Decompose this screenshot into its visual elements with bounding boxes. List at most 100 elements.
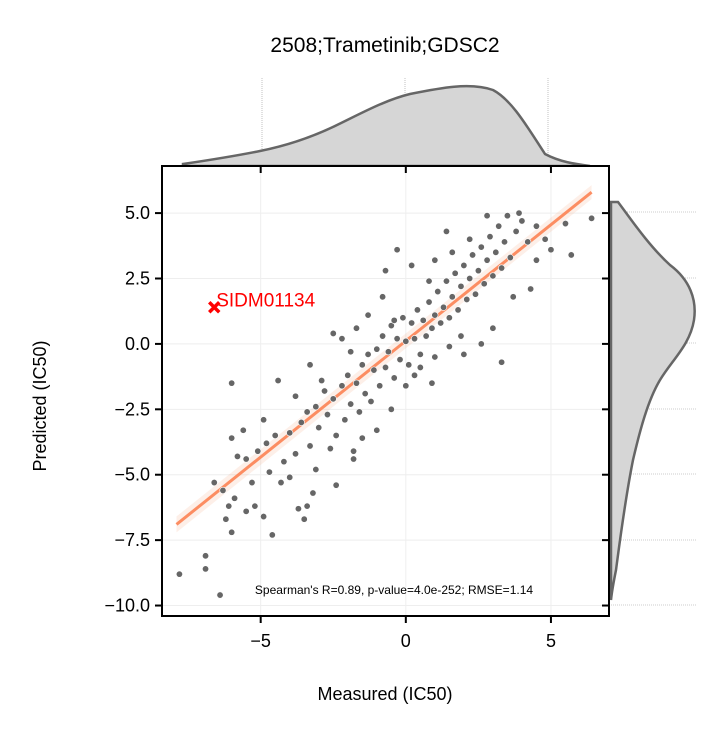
scatter-point — [437, 319, 445, 327]
scatter-point — [381, 267, 389, 275]
scatter-point — [463, 295, 471, 303]
scatter-point — [274, 377, 282, 385]
scatter-point — [506, 254, 514, 262]
scatter-point — [390, 316, 398, 324]
scatter-point — [413, 306, 421, 314]
scatter-point — [486, 233, 494, 241]
scatter-point — [225, 502, 233, 510]
scatter-point — [440, 303, 448, 311]
scatter-point — [332, 431, 340, 439]
scatter-point — [460, 261, 468, 269]
scatter-point — [242, 507, 250, 515]
scatter-point — [303, 408, 311, 416]
scatter-point — [411, 371, 419, 379]
top-marginal-density — [181, 78, 591, 168]
scatter-point — [271, 431, 279, 439]
scatter-point — [338, 382, 346, 390]
plot-border — [161, 165, 610, 617]
y-tick-label: 2.5 — [125, 269, 150, 289]
scatter-point — [416, 350, 424, 358]
scatter-point — [318, 377, 326, 385]
scatter-point — [300, 515, 308, 523]
scatter-point — [277, 479, 285, 487]
scatter-point — [233, 452, 241, 460]
scatter-point — [471, 290, 479, 298]
scatter-point — [454, 306, 462, 314]
scatter-point — [251, 502, 259, 510]
scatter-point — [350, 455, 358, 463]
scatter-point — [448, 248, 456, 256]
scatter-point — [260, 416, 268, 424]
scatter-point — [347, 348, 355, 356]
y-axis-label: Predicted (IC50) — [30, 340, 50, 471]
scatter-point — [254, 447, 262, 455]
scatter-point — [492, 248, 500, 256]
scatter-point — [216, 591, 224, 599]
scatter-point — [495, 222, 503, 230]
scatter-point — [219, 486, 227, 494]
scatter-point — [393, 335, 401, 343]
regression-fit-line — [175, 190, 593, 526]
scatter-point — [390, 374, 398, 382]
scatter-point — [292, 450, 300, 458]
scatter-point — [396, 356, 404, 364]
scatter-point — [434, 288, 442, 296]
scatter-point — [332, 481, 340, 489]
scatter-point — [265, 468, 273, 476]
scatter-point — [469, 251, 477, 259]
y-tick-label: 5.0 — [125, 203, 150, 223]
scatter-point — [202, 565, 210, 573]
scatter-point — [260, 513, 268, 521]
scatter-point — [428, 324, 436, 332]
scatter-point — [381, 363, 389, 371]
scatter-point — [367, 397, 375, 405]
scatter-point — [442, 227, 450, 235]
scatter-point — [431, 353, 439, 361]
scatter-point — [408, 261, 416, 269]
scatter-point — [405, 361, 413, 369]
scatter-point — [228, 379, 236, 387]
scatter-point — [527, 285, 535, 293]
scatter-point — [373, 426, 381, 434]
scatter-point — [393, 246, 401, 254]
scatter-point — [175, 570, 183, 578]
scatter-point — [294, 505, 302, 513]
scatter-point — [431, 256, 439, 264]
axis-ticks: −5 0 5 5.0 2.5 0.0 −2.5 −5.0 −7.5 −10.0 — [104, 166, 609, 651]
scatter-point — [483, 212, 491, 220]
scatter-point — [286, 473, 294, 481]
right-marginal-density — [609, 200, 697, 606]
scatter-point — [373, 345, 381, 353]
scatter-point — [402, 382, 410, 390]
scatter-point — [202, 552, 210, 560]
scatter-point — [509, 293, 517, 301]
scatter-point — [228, 434, 236, 442]
scatter-point — [268, 531, 276, 539]
scatter-point — [419, 316, 427, 324]
scatter-point — [347, 400, 355, 408]
scatter-point — [532, 256, 540, 264]
right-density-curve — [609, 200, 696, 601]
scatter-point — [460, 350, 468, 358]
scatter-point — [364, 350, 372, 358]
scatter-point — [352, 324, 360, 332]
scatter-point — [379, 332, 387, 340]
scatter-point — [451, 269, 459, 277]
scatter-point — [364, 311, 372, 319]
scatter-point — [329, 395, 337, 403]
scatter-point — [518, 217, 526, 225]
scatter-point — [489, 324, 497, 332]
chart-title: 2508;Trametinib;GDSC2 — [270, 34, 499, 57]
scatter-point — [402, 337, 410, 345]
highlight-point: SIDM01134 — [208, 290, 316, 314]
scatter-point — [532, 222, 540, 230]
scatter-point — [292, 392, 300, 400]
scatter-points — [175, 209, 596, 599]
scatter-point — [515, 209, 523, 217]
scatter-point — [358, 434, 366, 442]
scatter-point — [315, 424, 323, 432]
scatter-point — [262, 439, 270, 447]
scatter-point — [416, 363, 424, 371]
scatter-point — [350, 447, 358, 455]
scatter-point — [524, 238, 532, 246]
